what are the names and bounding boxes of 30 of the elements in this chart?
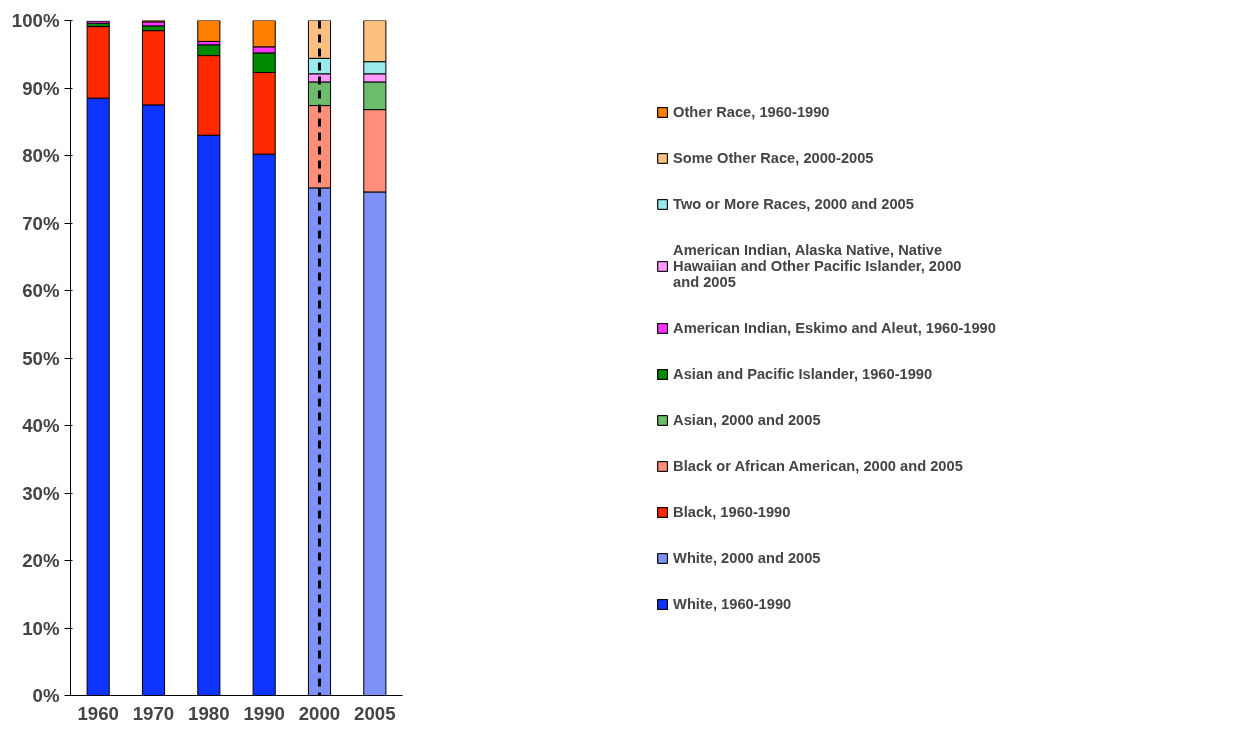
legend-label: American Indian, Eskimo and Aleut, 1960-1990 <box>673 319 996 336</box>
y-tick-label: 80% <box>22 145 60 166</box>
x-tick-label: 1970 <box>132 702 175 724</box>
legend-label: White, 1960-1990 <box>673 595 792 612</box>
y-tick-label: 60% <box>22 280 60 301</box>
legend-label: Two or More Races, 2000 and 2005 <box>673 195 914 212</box>
y-tick-label: 20% <box>22 550 60 571</box>
legend-label: White, 2000 and 2005 <box>673 549 821 566</box>
y-tick-label: 0% <box>32 685 60 706</box>
legend-label: Asian, 2000 and 2005 <box>673 411 821 428</box>
y-tick-label: 30% <box>22 482 60 504</box>
legend-label: American Indian, Alaska Native, Native Hawaiian and Other Pacific Islander, 2000 and 2005 <box>673 241 962 290</box>
legend-label: Black, 1960-1990 <box>673 503 791 520</box>
bar <box>197 20 221 42</box>
x-tick-label: 1990 <box>243 702 285 724</box>
y-tick-label: 90% <box>22 77 60 99</box>
x-tick-label: 1960 <box>77 702 119 724</box>
x-tick-label: 2005 <box>354 702 396 724</box>
legend-label: Asian and Pacific Islander, 1960-1990 <box>673 365 933 382</box>
x-tick-label: 2000 <box>298 702 341 724</box>
bar <box>86 20 110 24</box>
legend-label: Black or African American, 2000 and 2005 <box>673 457 963 474</box>
legend-label: Other Race, 1960-1990 <box>673 103 830 120</box>
legend-label: Some Other Race, 2000-2005 <box>673 149 874 166</box>
y-tick-label: 50% <box>22 347 60 369</box>
y-tick-label: 70% <box>22 212 60 234</box>
y-tick-label: 40% <box>22 415 60 436</box>
y-tick-label: 100% <box>11 10 60 31</box>
y-tick-label: 10% <box>22 617 60 639</box>
x-tick-label: 1980 <box>188 702 230 724</box>
